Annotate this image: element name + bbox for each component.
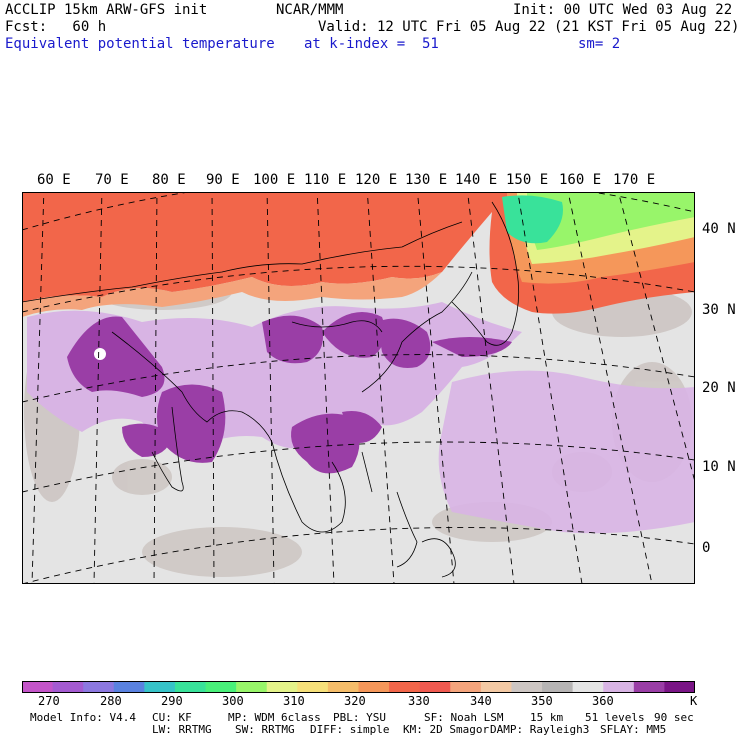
colorbar-label: 280 [100, 694, 122, 708]
map-frame [22, 192, 695, 584]
lon-label: 60 E [37, 172, 71, 188]
model-info: CU: KF [152, 711, 192, 724]
salmon-edge [22, 272, 442, 317]
lon-label: 120 E [355, 172, 398, 188]
lon-label: 90 E [206, 172, 240, 188]
theta-e-map [22, 192, 695, 584]
colorbar-swatch [205, 681, 237, 693]
model-info: LW: RRTMG [152, 723, 212, 736]
colorbar-unit: K [690, 694, 698, 708]
colorbar-swatch [450, 681, 482, 693]
model-info: MP: WDM 6class [228, 711, 321, 724]
lon-label: 140 E [455, 172, 498, 188]
colorbar-label: 290 [161, 694, 183, 708]
colorbar-swatch [297, 681, 329, 693]
colorbar-label: 270 [38, 694, 60, 708]
level-label: at k-index = 51 [304, 36, 439, 52]
colorbar-swatch [419, 681, 451, 693]
lon-label: 80 E [152, 172, 186, 188]
colorbar-label: 310 [283, 694, 305, 708]
colorbar-swatch [113, 681, 145, 693]
colorbar-swatch [542, 681, 574, 693]
lon-label: 130 E [405, 172, 448, 188]
colorbar-label: 300 [222, 694, 244, 708]
colorbar-swatch [389, 681, 421, 693]
colorbar-swatch [174, 681, 207, 693]
colorbar-swatch [511, 681, 543, 693]
model-info: SFLAY: MM5 [600, 723, 667, 736]
model-info: Model Info: V4.4 [30, 711, 136, 724]
lat-label: 40 N [702, 221, 736, 237]
lat-label: 0 [702, 540, 711, 556]
lon-label: 70 E [95, 172, 129, 188]
colorbar-label: 330 [408, 694, 430, 708]
colorbar-label: 350 [531, 694, 553, 708]
model-info: 51 levels [585, 711, 645, 724]
colorbar-swatch [572, 681, 604, 693]
colorbar [22, 681, 695, 693]
model-info: DAMP: Rayleigh3 [490, 723, 590, 736]
lon-label: 170 E [613, 172, 656, 188]
warm-band [22, 192, 492, 302]
colorbar-swatch [664, 681, 695, 693]
colorbar-swatch [236, 681, 268, 693]
colorbar-swatch [633, 681, 665, 693]
model-info: SF: Noah LSM [424, 711, 504, 724]
lat-label: 30 N [702, 302, 736, 318]
plot-title: ACCLIP 15km ARW-GFS init [5, 2, 208, 18]
model-info: DIFF: simple [310, 723, 390, 736]
lon-label: 110 E [304, 172, 347, 188]
colorbar-swatch [358, 681, 390, 693]
valid-time: Valid: 12 UTC Fri 05 Aug 22 (21 KST Fri … [318, 19, 740, 35]
model-info: KM: 2D Smagor [403, 723, 490, 736]
colorbar-swatch [83, 681, 115, 693]
lat-label: 10 N [702, 459, 736, 475]
colorbar-swatch [266, 681, 298, 693]
model-info: 90 sec [654, 711, 694, 724]
lon-label: 100 E [253, 172, 296, 188]
colorbar-label: 320 [344, 694, 366, 708]
model-info: PBL: YSU [333, 711, 386, 724]
graticule [22, 192, 695, 584]
lon-label: 150 E [506, 172, 549, 188]
colorbar-swatch [603, 681, 635, 693]
teal-core [502, 195, 563, 244]
model-info: SW: RRTMG [235, 723, 295, 736]
green-band-east [527, 192, 695, 250]
org-label: NCAR/MMM [276, 2, 344, 18]
colorbar-swatch [22, 681, 54, 693]
smoothing-label: sm= 2 [578, 36, 621, 52]
colorbar-frame [22, 681, 695, 693]
model-info: 15 km [530, 711, 564, 724]
purple-cores [67, 312, 512, 474]
colorbar-swatch [480, 681, 512, 693]
colorbar-swatch [327, 681, 359, 693]
white-spot [94, 348, 106, 360]
field-name: Equivalent potential temperature [5, 36, 275, 52]
lat-label: 20 N [702, 380, 736, 396]
coastlines [22, 201, 520, 578]
lon-label: 160 E [559, 172, 602, 188]
colorbar-label: 340 [470, 694, 492, 708]
forecast-hour: Fcst: 60 h [5, 19, 107, 35]
colorbar-swatch [144, 681, 176, 693]
init-time: Init: 00 UTC Wed 03 Aug 22 [513, 2, 733, 18]
colorbar-label: 360 [592, 694, 614, 708]
colorbar-swatch [52, 681, 84, 693]
lilac-ocean [438, 370, 695, 534]
